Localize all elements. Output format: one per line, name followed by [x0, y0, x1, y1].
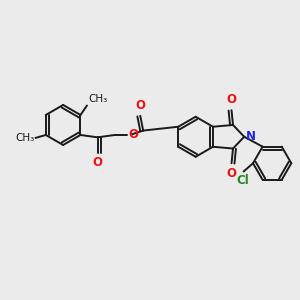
Text: O: O — [226, 93, 236, 106]
Text: CH₃: CH₃ — [15, 133, 34, 143]
Text: O: O — [135, 99, 145, 112]
Text: O: O — [128, 128, 138, 141]
Text: N: N — [246, 130, 256, 143]
Text: Cl: Cl — [237, 174, 249, 188]
Text: O: O — [226, 167, 236, 180]
Text: CH₃: CH₃ — [88, 94, 107, 104]
Text: O: O — [93, 157, 103, 169]
